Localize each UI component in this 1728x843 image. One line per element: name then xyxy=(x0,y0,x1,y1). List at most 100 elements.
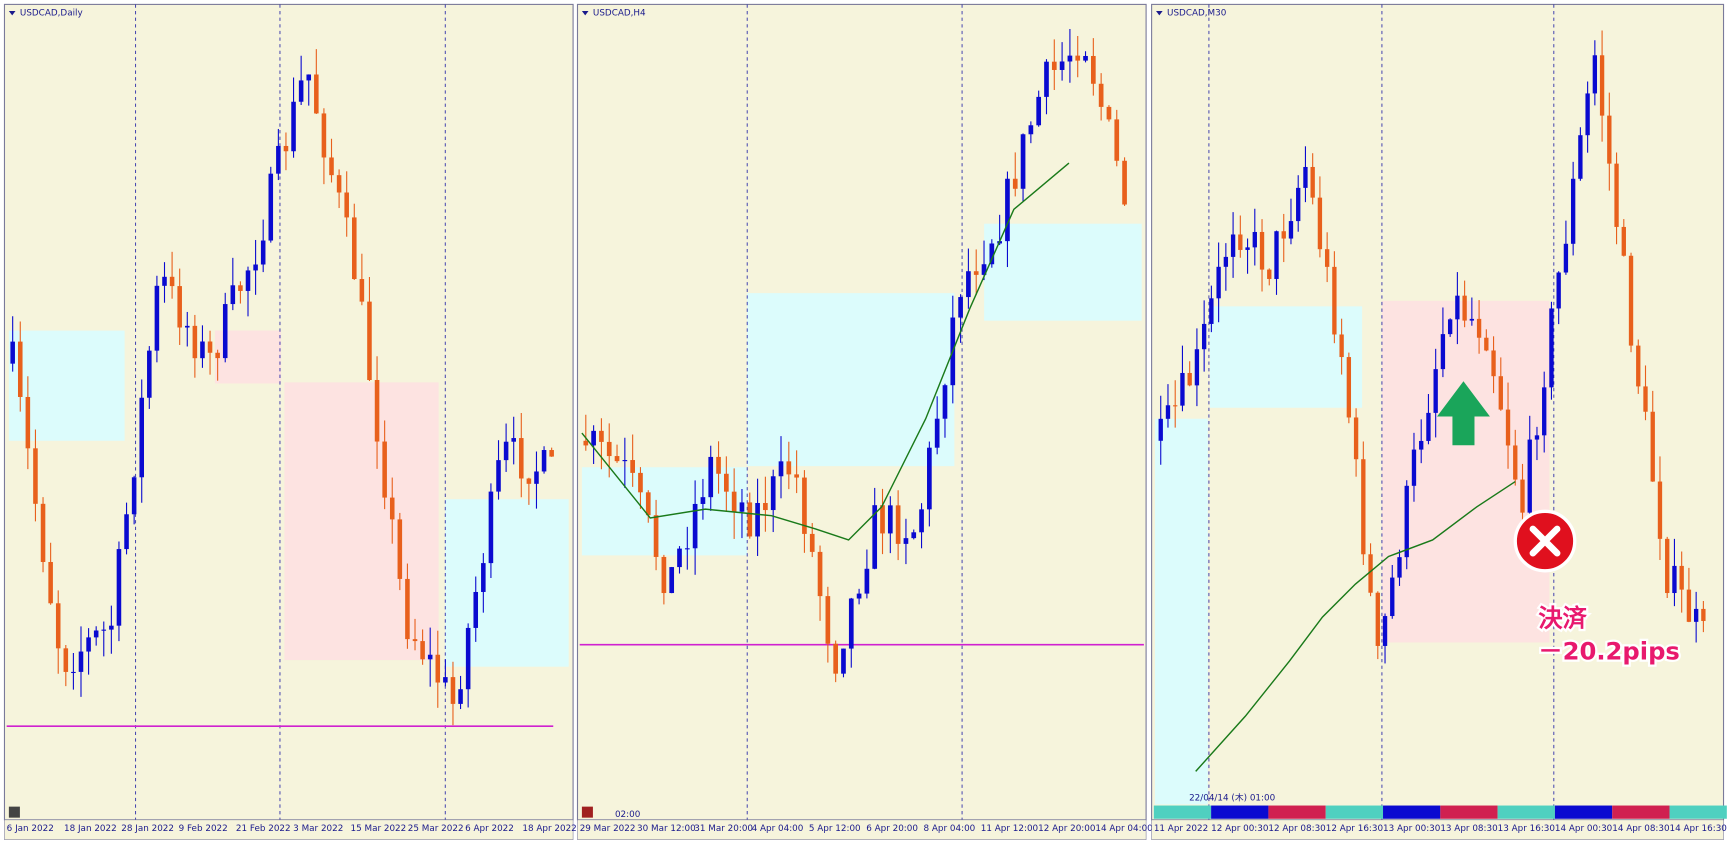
candle-body xyxy=(809,533,815,552)
candle-body xyxy=(1281,231,1286,239)
candle-body xyxy=(1044,61,1049,97)
candle-body xyxy=(1447,319,1453,335)
moving-average xyxy=(581,162,1070,541)
session-bar xyxy=(1268,805,1326,819)
candle-body xyxy=(848,598,854,649)
toolbar-icon xyxy=(581,806,593,818)
candle-body xyxy=(184,325,190,328)
candle-body xyxy=(215,352,220,359)
candle-body xyxy=(981,264,987,275)
annotation-text: －20.2pips xyxy=(1538,636,1679,665)
x-tick-label: 6 Apr 20:00 xyxy=(866,824,918,834)
candle-body xyxy=(298,80,304,102)
candle-body xyxy=(833,643,839,674)
candle-body xyxy=(1599,55,1605,116)
candle-body xyxy=(1563,243,1569,273)
candle-body xyxy=(1158,418,1163,441)
candle-body xyxy=(872,505,878,569)
candle-body xyxy=(1375,592,1380,646)
candle-body xyxy=(591,430,596,446)
candle-body xyxy=(101,629,107,631)
candle-body xyxy=(124,514,129,550)
candle-body xyxy=(903,538,909,544)
candle-body xyxy=(473,591,479,628)
candle-body xyxy=(1621,226,1626,256)
candle-body xyxy=(731,491,737,512)
candle-body xyxy=(755,503,760,537)
candle-body xyxy=(1245,247,1250,250)
candle-body xyxy=(405,578,410,640)
candle-body xyxy=(359,279,365,302)
candle-body xyxy=(1542,387,1547,436)
x-tick-label: 11 Apr 2022 xyxy=(1154,824,1208,834)
candle-body xyxy=(638,472,643,493)
candle-body xyxy=(207,341,213,353)
candle-body xyxy=(1368,554,1373,593)
candle-body xyxy=(78,651,84,672)
candle-body xyxy=(1005,178,1010,242)
candle-body xyxy=(549,450,554,457)
candle-body xyxy=(770,476,776,511)
x-tick-label: 11 Apr 12:00 xyxy=(981,824,1039,834)
x-tick-label: 12 Apr 20:00 xyxy=(1038,824,1096,834)
x-tick-label: 9 Feb 2022 xyxy=(179,824,228,834)
candle-body xyxy=(1469,318,1475,321)
x-tick-label: 12 Apr 16:30 xyxy=(1326,824,1384,834)
candle-body xyxy=(1476,318,1482,338)
candle-body xyxy=(465,627,471,690)
x-tick-label: 12 Apr 00:30 xyxy=(1211,824,1269,834)
candle-body xyxy=(503,441,509,461)
zone xyxy=(1381,300,1550,643)
candle-body xyxy=(1012,178,1018,189)
candle-body xyxy=(1317,197,1323,250)
candle-body xyxy=(306,74,312,81)
session-bar xyxy=(1612,805,1670,819)
candle-body xyxy=(109,625,114,630)
zone xyxy=(984,223,1142,321)
candle-body xyxy=(1067,55,1073,62)
candle-body xyxy=(614,456,620,462)
candle-body xyxy=(1274,231,1279,279)
candle-body xyxy=(329,157,334,176)
candle-body xyxy=(1194,349,1200,386)
candle-body xyxy=(139,397,145,478)
candle-body xyxy=(458,689,463,704)
x-tick-label: 15 Mar 2022 xyxy=(350,824,406,834)
x-tick-label: 18 Jan 2022 xyxy=(64,824,117,834)
session-bar xyxy=(1325,805,1384,819)
candle-body xyxy=(1520,479,1525,513)
session-bar xyxy=(1211,805,1269,819)
candle-body xyxy=(716,456,721,474)
session-bar xyxy=(1554,805,1613,819)
candle-body xyxy=(230,285,236,305)
candle-body xyxy=(661,556,667,594)
candle-body xyxy=(1083,55,1088,61)
x-tick-label: 5 Apr 12:00 xyxy=(809,824,861,834)
candle-body xyxy=(1028,125,1034,135)
candle-body xyxy=(1090,55,1096,84)
candle-body xyxy=(653,515,659,557)
candle-body xyxy=(966,271,971,298)
candle-body xyxy=(222,304,228,359)
candle-body xyxy=(1419,440,1424,450)
candle-body xyxy=(747,502,753,537)
candle-body xyxy=(268,173,274,241)
candle-body xyxy=(435,654,441,683)
x-tick-label: 14 Apr 16:30 xyxy=(1670,824,1728,834)
x-tick-label: 31 Mar 20:00 xyxy=(694,824,753,834)
candle-body xyxy=(1614,163,1619,227)
candle-body xyxy=(1440,334,1446,370)
candle-body xyxy=(973,271,979,275)
candle-body xyxy=(817,551,823,597)
time-axis xyxy=(4,819,574,840)
menu-triangle xyxy=(8,11,16,16)
candle-body xyxy=(1267,269,1272,279)
candle-body xyxy=(1296,187,1301,222)
chart-panel: USDCAD,Daily 6 Jan 2022 18 Jan 2022 28 Jan … xyxy=(3,3,577,840)
trade-annotation: 決済 －20.2pips xyxy=(1437,381,1682,668)
candle-body xyxy=(1462,295,1467,321)
candle-body xyxy=(291,101,296,152)
candle-body xyxy=(1665,538,1670,594)
candle-body xyxy=(10,341,15,364)
